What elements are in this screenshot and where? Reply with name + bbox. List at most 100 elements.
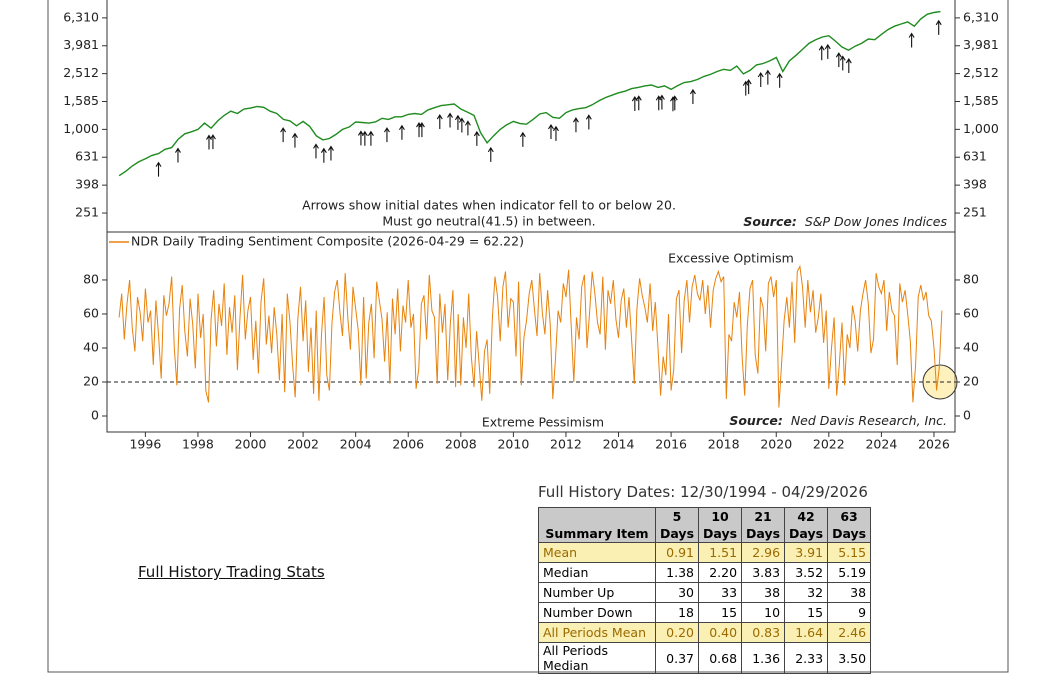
table-row: Mean 0.91 1.51 2.96 3.91 5.15 bbox=[538, 542, 872, 563]
table-cell: All Periods Mean bbox=[538, 622, 656, 643]
x-tick-label: 2010 bbox=[497, 437, 529, 452]
table-cell: 5.19 bbox=[827, 562, 872, 583]
signal-arrow bbox=[447, 112, 454, 128]
plot-frame bbox=[106, 0, 956, 433]
y-tick-label: 1,000 bbox=[963, 121, 999, 136]
y-tick-label: 2,512 bbox=[63, 65, 99, 80]
x-tick-label: 2022 bbox=[813, 437, 845, 452]
y-tick-label: 6,310 bbox=[963, 9, 999, 24]
table-row: Number Down 18 15 10 15 9 bbox=[538, 602, 872, 623]
y-tick-label: 0 bbox=[91, 408, 99, 423]
signal-arrow bbox=[398, 124, 405, 140]
y-tick-label: 251 bbox=[75, 205, 99, 220]
table-cell: Mean bbox=[538, 542, 656, 563]
signal-arrow bbox=[357, 130, 364, 146]
signal-arrow bbox=[585, 114, 592, 130]
table-cell: 0.37 bbox=[654, 642, 700, 674]
table-cell: 0.83 bbox=[741, 622, 786, 643]
table-cell: 10 bbox=[741, 602, 786, 623]
signal-arrow bbox=[454, 114, 461, 130]
table-cell: Number Down bbox=[538, 602, 656, 623]
signal-arrow bbox=[835, 52, 842, 68]
signal-arrow bbox=[464, 120, 471, 136]
signal-arrow bbox=[845, 57, 852, 74]
x-tick-label: 2002 bbox=[287, 437, 319, 452]
y-tick-label: 1,585 bbox=[63, 93, 99, 108]
table-cell: 3.91 bbox=[784, 542, 829, 563]
y-tick-label: 20 bbox=[83, 374, 99, 389]
y-tick-label: 20 bbox=[963, 374, 979, 389]
y-tick-label: 40 bbox=[963, 339, 979, 354]
y-tick-label: 40 bbox=[83, 339, 99, 354]
table-cell: 1.36 bbox=[741, 642, 786, 674]
y-tick-label: 60 bbox=[83, 305, 99, 320]
signal-arrow bbox=[320, 147, 327, 163]
y-tick-label: 3,981 bbox=[963, 37, 999, 52]
y-tick-label: 398 bbox=[963, 177, 987, 192]
x-tick-label: 2014 bbox=[603, 437, 635, 452]
signal-arrow bbox=[776, 72, 783, 88]
signal-arrow bbox=[155, 161, 162, 177]
table-cell: 0.91 bbox=[654, 542, 700, 563]
page-frame bbox=[47, 0, 1009, 673]
table-cell: 2.33 bbox=[784, 642, 829, 674]
x-tick-label: 2026 bbox=[918, 437, 950, 452]
x-tick-label: 1996 bbox=[129, 437, 161, 452]
signal-arrow bbox=[839, 55, 846, 71]
table-cell: 1.51 bbox=[698, 542, 743, 563]
y-tick-label: 251 bbox=[963, 205, 987, 220]
table-row: Number Up 30 33 38 32 38 bbox=[538, 582, 872, 603]
y-tick-label: 60 bbox=[963, 305, 979, 320]
x-tick-label: 2008 bbox=[445, 437, 477, 452]
signal-arrow bbox=[818, 45, 825, 61]
table-title: Full History Dates: 12/30/1994 - 04/29/2… bbox=[538, 483, 868, 501]
table-cell: 32 bbox=[784, 582, 829, 603]
x-tick-label: 2000 bbox=[235, 437, 267, 452]
table-cell: 5.15 bbox=[827, 542, 872, 563]
signal-arrow bbox=[418, 122, 425, 138]
x-tick-label: 2016 bbox=[655, 437, 687, 452]
signal-arrow bbox=[175, 147, 181, 163]
signal-arrow bbox=[487, 146, 494, 162]
signal-arrow bbox=[689, 88, 696, 104]
signal-arrow bbox=[280, 127, 287, 143]
table-cell: 1.64 bbox=[784, 622, 829, 643]
table-cell: 15 bbox=[784, 602, 829, 623]
signal-arrow bbox=[745, 79, 752, 95]
table-row: Median 1.38 2.20 3.83 3.52 5.19 bbox=[538, 562, 872, 583]
column-header: 10 Days bbox=[698, 507, 743, 543]
table-cell: 33 bbox=[698, 582, 743, 603]
signal-arrow bbox=[327, 145, 334, 161]
table-cell: 0.40 bbox=[698, 622, 743, 643]
table-cell: 9 bbox=[827, 602, 872, 623]
signal-arrow bbox=[908, 32, 915, 48]
y-tick-label: 0 bbox=[963, 408, 971, 423]
x-tick-label: 2018 bbox=[708, 437, 740, 452]
source: Source: Ned Davis Research, Inc. bbox=[729, 413, 947, 428]
table-cell: 0.68 bbox=[698, 642, 743, 674]
signal-arrow bbox=[658, 94, 665, 110]
signal-arrow bbox=[367, 130, 374, 146]
table-cell: 3.83 bbox=[741, 562, 786, 583]
signal-arrow bbox=[473, 130, 480, 146]
signal-arrow bbox=[572, 117, 579, 133]
signal-arrow bbox=[671, 95, 678, 111]
table-cell: 2.20 bbox=[698, 562, 743, 583]
table-row: All Periods Median 0.37 0.68 1.36 2.33 3.50 bbox=[538, 642, 872, 674]
signal-arrow bbox=[757, 71, 764, 88]
y-tick-label: 2,512 bbox=[963, 65, 999, 80]
x-tick-label: 2012 bbox=[550, 437, 582, 452]
signal-arrow bbox=[553, 125, 559, 141]
column-header: 42 Days bbox=[784, 507, 829, 543]
signal-arrow bbox=[313, 143, 319, 159]
y-tick-label: 3,981 bbox=[63, 37, 99, 52]
signal-arrow bbox=[935, 19, 942, 35]
source-text: S&P Dow Jones Indices bbox=[805, 214, 948, 229]
table-cell: 0.20 bbox=[654, 622, 700, 643]
x-tick-label: 2020 bbox=[760, 437, 792, 452]
legend-label: NDR Daily Trading Sentiment Composite (2… bbox=[131, 234, 524, 249]
column-header: 63 Days bbox=[827, 507, 872, 543]
signal-arrow bbox=[635, 95, 642, 111]
table-cell: 38 bbox=[741, 582, 786, 603]
